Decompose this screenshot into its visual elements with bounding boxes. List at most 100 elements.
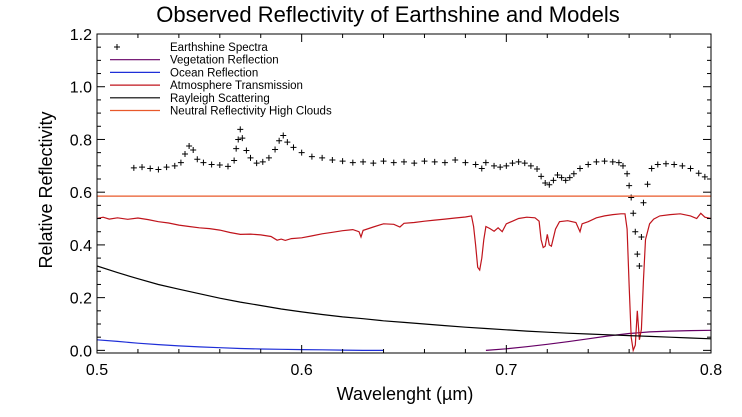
data-point (147, 165, 154, 172)
data-point (497, 164, 504, 171)
data-point (208, 161, 215, 168)
data-point (628, 194, 635, 201)
data-point (601, 158, 608, 165)
data-point (421, 158, 428, 165)
legend-label: Rayleigh Scattering (170, 93, 270, 105)
data-point (695, 170, 702, 177)
data-point (585, 161, 592, 168)
ocean-reflection-line (97, 339, 384, 351)
data-point (441, 159, 448, 166)
data-point (380, 158, 387, 165)
data-point (272, 146, 279, 153)
vegetation-reflection-line (485, 329, 711, 351)
data-point (630, 210, 637, 217)
y-tick-label: 1.0 (70, 80, 92, 97)
data-point (284, 139, 291, 146)
data-point (615, 159, 622, 166)
legend-item: Neutral Reflectivity High Clouds (110, 106, 332, 118)
data-point (194, 156, 201, 163)
y-tick-label: 0.0 (70, 343, 92, 360)
data-point (671, 161, 678, 168)
data-point (216, 162, 223, 169)
data-point (638, 234, 645, 240)
legend-item: Rayleigh Scattering (110, 93, 270, 105)
legend-item: Earthshine Spectra (114, 42, 268, 54)
data-point (554, 172, 561, 179)
data-point (562, 177, 569, 184)
data-point (235, 136, 242, 143)
data-point (679, 162, 686, 169)
data-point (290, 144, 297, 151)
y-tick-label: 0.4 (70, 238, 92, 255)
data-point (624, 170, 631, 177)
data-point (360, 158, 367, 165)
data-point (130, 164, 137, 171)
legend-item: Atmosphere Transmission (110, 80, 303, 92)
series-group (97, 126, 711, 353)
y-tick-label: 0.6 (70, 185, 92, 202)
y-tick-label: 0.2 (70, 291, 92, 308)
data-point (701, 173, 708, 180)
data-point (662, 160, 669, 167)
data-point (186, 143, 193, 150)
data-point (319, 154, 326, 161)
data-point (542, 179, 549, 186)
data-point (231, 157, 238, 164)
data-point (349, 159, 356, 166)
plot-area (97, 126, 711, 353)
data-point (654, 161, 661, 168)
data-point (224, 163, 231, 170)
y-tick-label: 1.2 (70, 27, 92, 44)
data-point (390, 159, 397, 166)
x-axis-label: Wavelenght (µm) (337, 384, 474, 404)
data-point (370, 160, 377, 167)
plot-frame (96, 33, 712, 354)
data-point (546, 181, 553, 188)
data-point (644, 181, 651, 188)
data-point (200, 159, 207, 166)
data-point (687, 165, 694, 172)
data-point (139, 164, 146, 171)
y-tick-label: 0.8 (70, 132, 92, 149)
data-point (509, 160, 516, 167)
x-tick-label: 0.5 (86, 362, 108, 379)
data-point (515, 158, 522, 165)
data-point (243, 147, 250, 154)
data-point (237, 126, 244, 133)
data-point (491, 162, 498, 169)
y-axis-label: Relative Reflectivity (36, 111, 56, 268)
data-point (452, 157, 459, 164)
rayleigh-scattering-line (97, 265, 711, 340)
x-tick-label: 0.6 (291, 362, 313, 379)
data-point (626, 182, 633, 189)
data-point (534, 165, 541, 172)
data-point (155, 166, 162, 173)
x-tick-label: 0.7 (495, 362, 517, 379)
data-point (577, 165, 584, 172)
data-point (298, 149, 305, 156)
data-point (401, 158, 407, 165)
data-point (566, 174, 573, 181)
legend-label: Ocean Reflection (170, 67, 258, 79)
legend-label: Neutral Reflectivity High Clouds (170, 106, 332, 118)
data-point (171, 162, 178, 169)
data-point (538, 173, 545, 180)
data-point (431, 158, 438, 165)
x-tick-label: 0.8 (700, 362, 722, 379)
data-point (527, 162, 534, 169)
data-point (280, 132, 287, 139)
data-point (521, 160, 528, 167)
data-point (329, 157, 336, 164)
data-point (462, 159, 469, 166)
data-point (276, 137, 283, 144)
data-point (472, 161, 479, 168)
data-point (190, 147, 197, 153)
earthshine-spectra-points (130, 126, 708, 269)
data-point (233, 145, 240, 152)
data-point (558, 174, 565, 181)
axis-ticks: 0.5 0.6 0.7 0.8 0.0 0.2 0.4 0.6 0.8 1.0 1.2 (70, 27, 722, 379)
data-point (648, 165, 655, 172)
data-point (177, 159, 184, 166)
